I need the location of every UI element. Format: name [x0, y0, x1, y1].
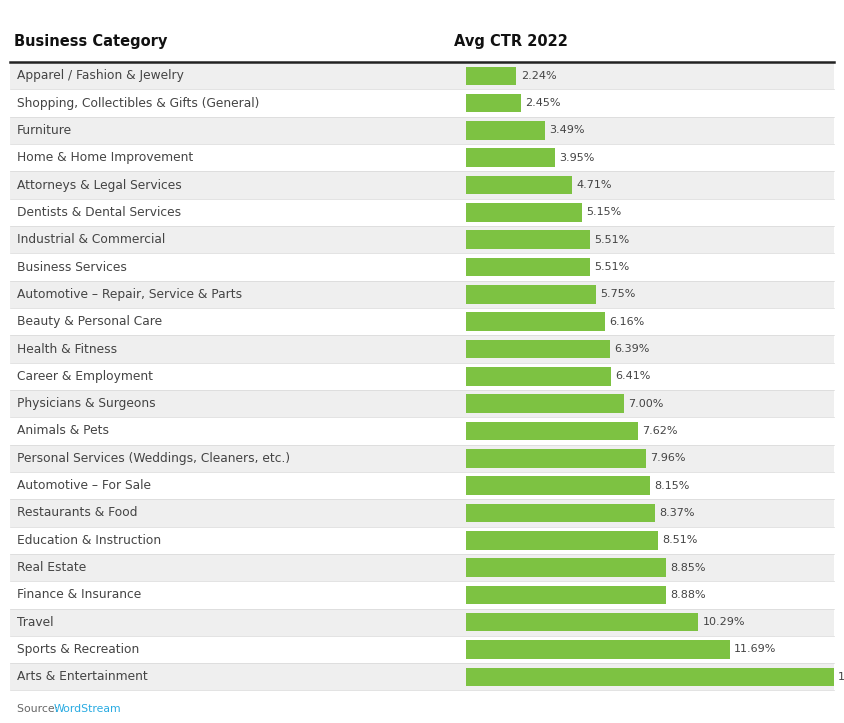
Text: Apparel / Fashion & Jewelry: Apparel / Fashion & Jewelry — [17, 69, 184, 82]
Text: 8.88%: 8.88% — [671, 590, 706, 600]
Text: 5.75%: 5.75% — [600, 289, 636, 299]
Bar — [10, 308, 834, 335]
Bar — [10, 117, 834, 144]
Bar — [10, 62, 834, 90]
Bar — [10, 417, 834, 445]
Text: Home & Home Improvement: Home & Home Improvement — [17, 151, 193, 164]
Bar — [466, 258, 590, 276]
Text: 2.24%: 2.24% — [521, 71, 556, 81]
Text: 4.71%: 4.71% — [576, 180, 612, 190]
Bar — [10, 335, 834, 363]
Text: Travel: Travel — [17, 616, 53, 629]
Bar — [466, 312, 605, 331]
Text: Arts & Entertainment: Arts & Entertainment — [17, 670, 148, 683]
Bar — [466, 422, 638, 440]
Bar — [466, 367, 611, 385]
Bar — [466, 203, 582, 222]
Bar — [466, 121, 544, 140]
Text: 5.51%: 5.51% — [594, 235, 630, 245]
Bar — [466, 613, 698, 631]
Bar — [10, 390, 834, 417]
Text: 3.49%: 3.49% — [549, 126, 584, 135]
Text: 3.95%: 3.95% — [560, 153, 595, 163]
Bar — [466, 449, 646, 468]
Text: 8.15%: 8.15% — [654, 481, 690, 491]
Text: Animals & Pets: Animals & Pets — [17, 424, 109, 437]
Bar — [10, 636, 834, 663]
Text: 7.96%: 7.96% — [650, 453, 685, 463]
Bar — [466, 285, 596, 304]
Text: Sports & Recreation: Sports & Recreation — [17, 643, 139, 656]
Bar — [466, 176, 572, 194]
Bar — [466, 504, 655, 522]
Text: 5.51%: 5.51% — [594, 262, 630, 272]
Bar — [466, 67, 517, 85]
Bar — [466, 148, 555, 167]
Text: 6.16%: 6.16% — [609, 317, 645, 327]
Bar — [466, 340, 610, 359]
Text: 8.37%: 8.37% — [659, 508, 695, 518]
Bar — [10, 472, 834, 500]
Text: Restaurants & Food: Restaurants & Food — [17, 506, 138, 519]
Text: Source:: Source: — [17, 704, 62, 714]
Text: 6.41%: 6.41% — [615, 372, 650, 381]
Text: 2.45%: 2.45% — [526, 98, 561, 108]
Text: 6.39%: 6.39% — [614, 344, 650, 354]
Text: Real Estate: Real Estate — [17, 561, 86, 574]
Text: Furniture: Furniture — [17, 124, 72, 137]
Bar — [10, 199, 834, 226]
Text: Health & Fitness: Health & Fitness — [17, 343, 117, 356]
Text: Business Services: Business Services — [17, 260, 127, 273]
Bar — [10, 253, 834, 281]
Bar — [466, 94, 522, 113]
Text: 16.29%: 16.29% — [838, 672, 844, 682]
Text: Personal Services (Weddings, Cleaners, etc.): Personal Services (Weddings, Cleaners, e… — [17, 452, 290, 465]
Text: 8.85%: 8.85% — [670, 562, 706, 573]
Text: Shopping, Collectibles & Gifts (General): Shopping, Collectibles & Gifts (General) — [17, 97, 259, 110]
Text: 7.62%: 7.62% — [642, 426, 678, 436]
Text: Finance & Insurance: Finance & Insurance — [17, 589, 141, 602]
Text: Career & Employment: Career & Employment — [17, 370, 153, 382]
Bar — [466, 394, 624, 413]
Text: Automotive – For Sale: Automotive – For Sale — [17, 479, 151, 492]
Text: Avg CTR 2022: Avg CTR 2022 — [454, 34, 568, 48]
Text: 10.29%: 10.29% — [702, 617, 745, 627]
Text: Education & Instruction: Education & Instruction — [17, 534, 161, 547]
Bar — [466, 231, 590, 249]
Bar — [10, 144, 834, 171]
Text: WordStream: WordStream — [54, 704, 122, 714]
Bar — [10, 363, 834, 390]
Bar — [466, 531, 658, 549]
Bar — [466, 667, 834, 686]
Bar — [466, 586, 667, 604]
Bar — [10, 281, 834, 308]
Bar — [10, 90, 834, 117]
Bar — [10, 171, 834, 199]
Bar — [466, 640, 730, 659]
Bar — [466, 558, 666, 577]
Text: Automotive – Repair, Service & Parts: Automotive – Repair, Service & Parts — [17, 288, 242, 301]
Text: Physicians & Surgeons: Physicians & Surgeons — [17, 397, 155, 410]
Text: Dentists & Dental Services: Dentists & Dental Services — [17, 206, 181, 219]
Text: 8.51%: 8.51% — [663, 535, 698, 545]
Bar — [10, 581, 834, 609]
Bar — [10, 526, 834, 554]
Text: 5.15%: 5.15% — [587, 208, 622, 218]
Bar — [10, 500, 834, 526]
Text: 7.00%: 7.00% — [628, 398, 663, 408]
Text: Attorneys & Legal Services: Attorneys & Legal Services — [17, 179, 181, 192]
Bar — [10, 554, 834, 581]
Bar — [10, 663, 834, 690]
Text: Industrial & Commercial: Industrial & Commercial — [17, 234, 165, 247]
Bar — [466, 476, 650, 495]
Bar — [10, 226, 834, 253]
Text: Business Category: Business Category — [14, 34, 168, 48]
Text: 11.69%: 11.69% — [734, 644, 776, 654]
Text: Beauty & Personal Care: Beauty & Personal Care — [17, 315, 162, 328]
Bar — [10, 445, 834, 472]
Bar — [10, 609, 834, 636]
